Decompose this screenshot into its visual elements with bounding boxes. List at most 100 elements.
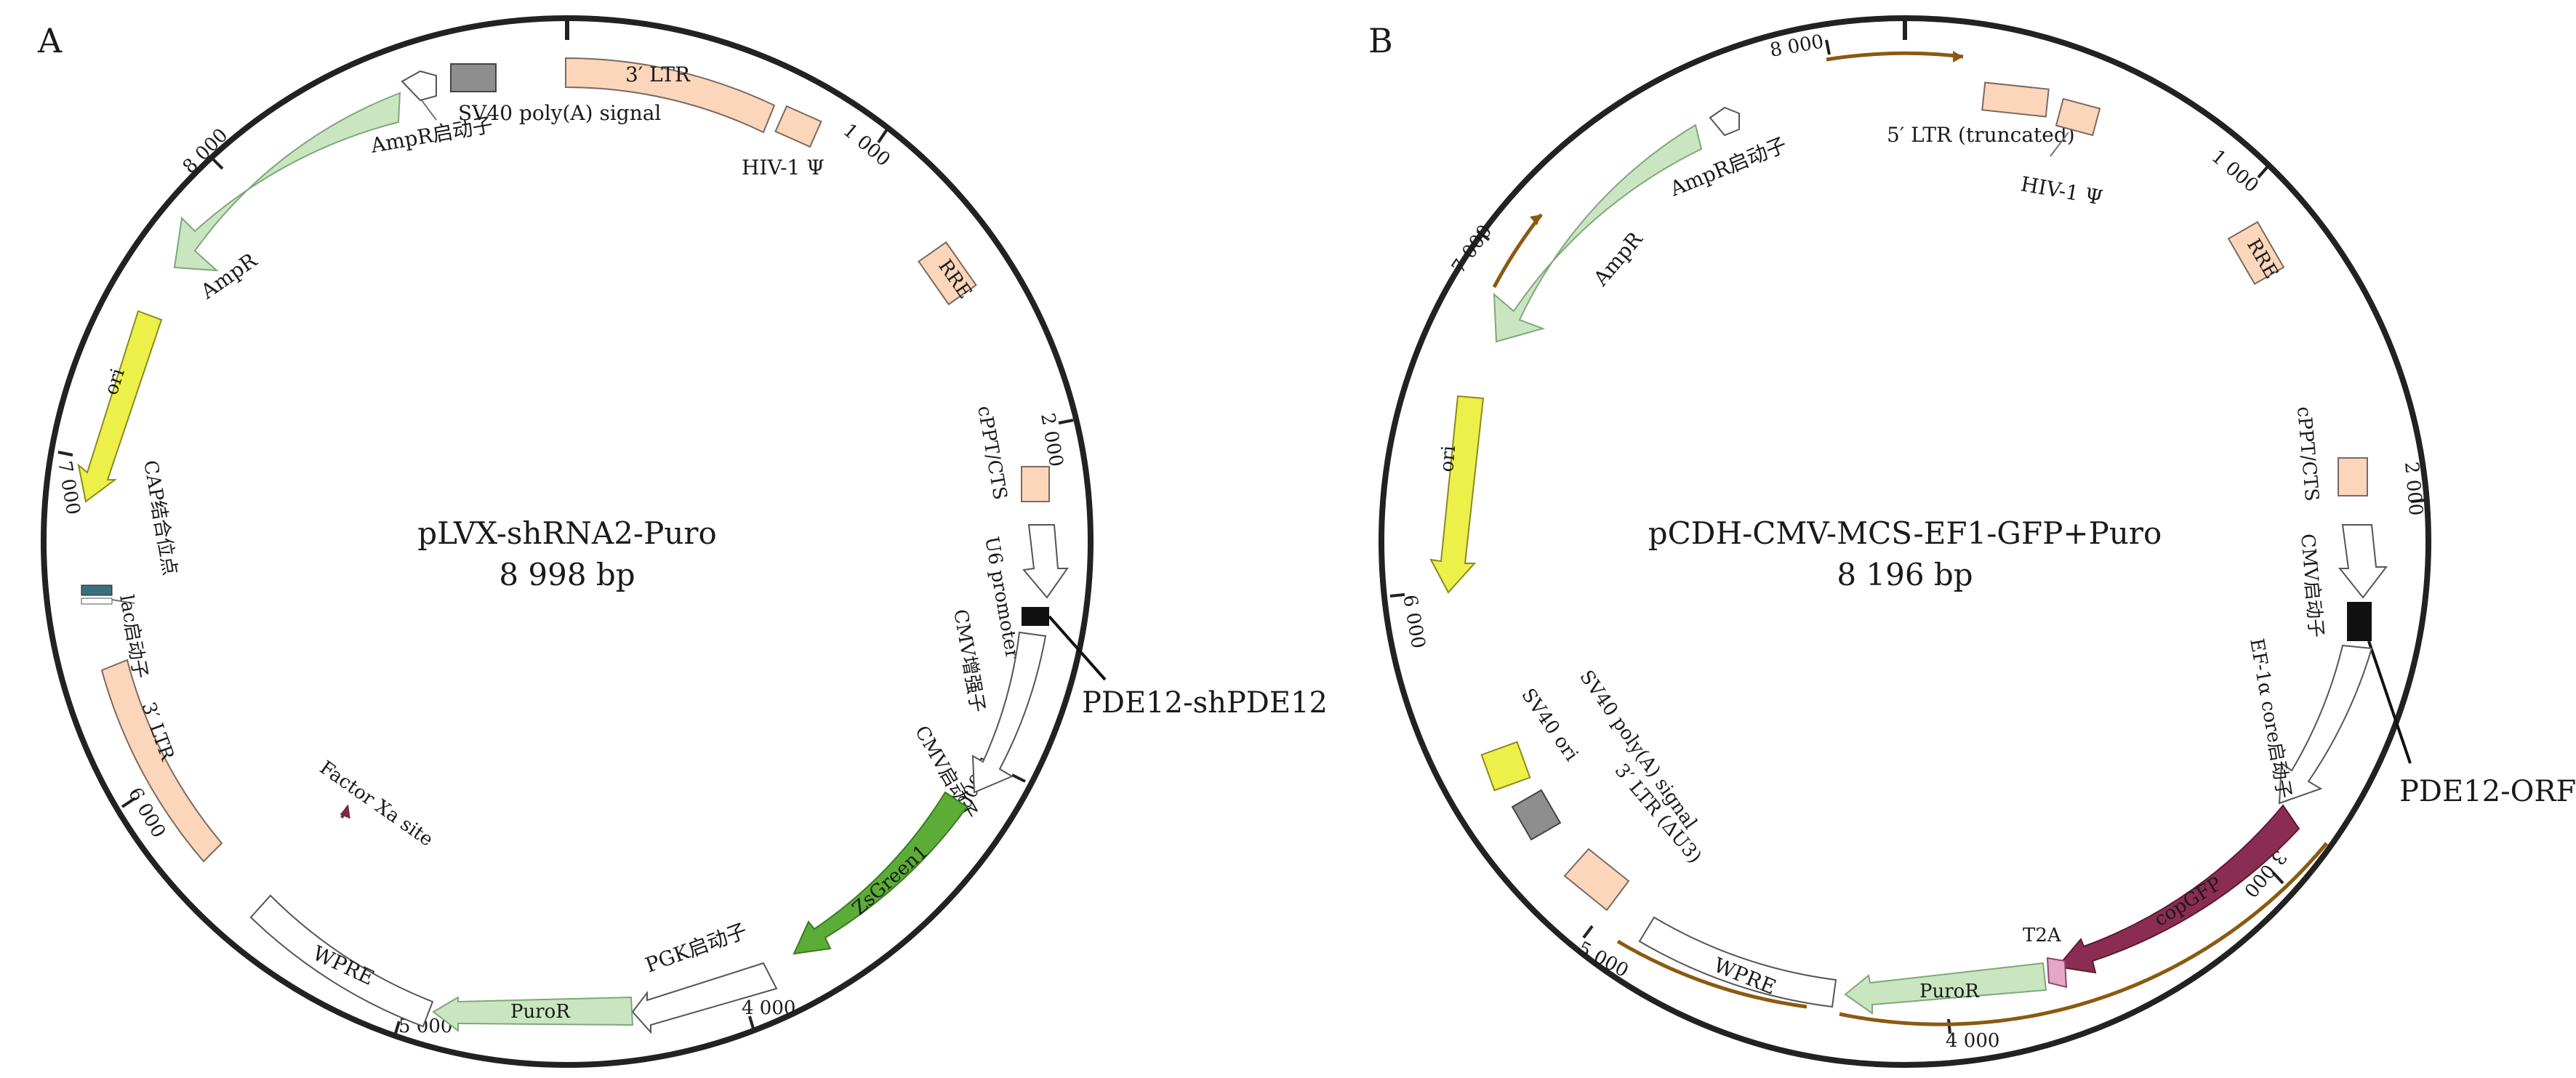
panel-a-3ltr-top-label: 3′ LTR xyxy=(625,63,691,87)
panel-a-factor-xa-label: Factor Xa site xyxy=(316,757,437,850)
panel-b-sv40-ori-label: SV40 ori xyxy=(1517,685,1582,765)
panel-b-seq-arc-top-head xyxy=(1953,51,1963,63)
panel-a-lac-feature xyxy=(81,598,113,605)
tick-mark xyxy=(121,797,137,808)
panel-a-ampr-label: AmpR xyxy=(196,248,262,304)
tick-mark xyxy=(1058,419,1074,425)
tick-mark xyxy=(1476,230,1490,241)
panel-b-sv40-ori-feature xyxy=(1480,741,1531,792)
panel-a-ampr-promoter-feature xyxy=(401,70,437,102)
panel-b-plasmid-size: 8 196 bp xyxy=(1837,557,1973,592)
panel-b-5ltr-label: 5′ LTR (truncated) xyxy=(1887,123,2075,147)
panel-b-cppt-feature xyxy=(2338,457,2368,496)
tick-mark xyxy=(211,157,224,170)
panel-b-ampr-feature xyxy=(1493,124,1703,343)
tick-mark xyxy=(1389,593,1405,598)
panel-b-ampr-promoter-feature xyxy=(1709,106,1740,137)
panel-a-cap-label: CAP结合位点 xyxy=(139,459,180,577)
panel-a-insert-leader xyxy=(1048,615,1107,681)
panel-a-insert-feature xyxy=(1022,607,1049,626)
panel-b-puror-label: PuroR xyxy=(1919,981,1980,1002)
panel-b-tick-4000: 4 000 xyxy=(1946,1030,1999,1052)
panel-b-sv40-polya-label: SV40 poly(A) signal xyxy=(1575,667,1701,834)
tick-mark xyxy=(877,128,888,144)
panel-b-5ltr-feature xyxy=(1981,81,2050,118)
leader-line xyxy=(2050,132,2069,157)
panel-b-seq-arc-bottom-left xyxy=(1616,939,1807,1009)
panel-a-sv40-polya-label: SV40 poly(A) signal xyxy=(458,101,661,125)
panel-b-ampr-label: AmpR xyxy=(1588,227,1648,291)
panel-b-rre-feature xyxy=(2227,220,2285,286)
panel-a-tick-4000: 4 000 xyxy=(742,997,795,1019)
panel-b-3ltr-feature xyxy=(1563,848,1630,912)
panel-b-t2a-label: T2A xyxy=(2023,925,2062,946)
panel-b-insert-leader xyxy=(2367,640,2412,764)
panel-b-ef1a-feature xyxy=(2278,644,2373,805)
leader-line xyxy=(111,599,135,604)
tick-mark xyxy=(2410,499,2426,503)
panel-b-insert-label: PDE12-ORF xyxy=(2399,775,2576,808)
panel-b-insert-feature xyxy=(2347,602,2372,641)
panel-a: A pLVX-shRNA2-Puro 8 998 bp 1 000 2 000 … xyxy=(37,15,1328,1068)
panel-b-plasmid-name: pCDH-CMV-MCS-EF1-GFP+Puro xyxy=(1648,515,2162,551)
panel-b-wpre-feature xyxy=(1638,916,1837,1008)
tick-mark xyxy=(748,1015,755,1031)
panel-a-cmv-enhancer-label: CMV增强子 xyxy=(949,608,988,714)
panel-a-cmv-feature xyxy=(971,631,1047,794)
panel-a-pgk-label: PGK启动子 xyxy=(642,919,750,978)
panel-b-tick-6000: 6 000 xyxy=(1398,593,1429,651)
panel-a-sv40-polya-feature xyxy=(450,63,497,92)
panel-b-puror-feature xyxy=(1844,962,2047,1015)
panel-b-ori-label: ori xyxy=(1436,445,1460,473)
panel-a-plasmid-name: pLVX-shRNA2-Puro xyxy=(417,515,717,551)
panel-a-3ltr-left-feature xyxy=(100,659,223,863)
panel-b-copgfp-label: copGFP xyxy=(2151,873,2226,931)
panel-a-insert-label: PDE12-shPDE12 xyxy=(1082,686,1328,720)
panel-b-t2a-feature xyxy=(2046,957,2068,989)
panel-a-tick-2000: 2 000 xyxy=(1036,411,1067,469)
panel-b-cmv-promoter-feature xyxy=(2338,524,2388,599)
panel-a-cppt-feature xyxy=(1021,466,1050,502)
tick-mark xyxy=(1825,39,1831,55)
panel-b-ori-feature xyxy=(1429,395,1485,594)
panel-b-cppt-label: cPPT/CTS xyxy=(2292,406,2322,502)
panel-a-3ltr-top-feature xyxy=(565,57,776,134)
panel-b-seq-arc-left-head xyxy=(1530,214,1541,225)
factor-xa-mark xyxy=(340,806,349,818)
panel-a-wpre-feature xyxy=(249,894,434,1028)
panel-b-cmv-label: CMV启动子 xyxy=(2296,533,2327,638)
panel-a-u6-label: U6 promoter xyxy=(980,535,1023,661)
tick-mark xyxy=(393,1021,401,1037)
panel-b-hiv-psi-feature xyxy=(2055,97,2101,137)
leader-line xyxy=(421,100,437,121)
panel-a-cap-feature xyxy=(81,584,113,596)
panel-a-tick-8000: 8 000 xyxy=(179,124,233,178)
tick-mark xyxy=(57,451,73,456)
panel-a-pgk-feature xyxy=(631,962,778,1034)
panel-a-letter: A xyxy=(37,21,63,60)
panel-b-seq-arc-top xyxy=(1826,51,1964,62)
panel-a-puror-feature xyxy=(432,996,634,1033)
panel-b: B pCDH-CMV-MCS-EF1-GFP+Puro 8 196 bp 1 0… xyxy=(1368,15,2576,1068)
panel-b-seq-arc-bottom xyxy=(1839,842,2328,1026)
panel-b-tick-7000: 7 000 xyxy=(1448,221,1496,278)
panel-a-hiv-psi-feature xyxy=(774,105,822,148)
panel-a-zsgreen-label: ZsGreen1 xyxy=(848,841,933,920)
panel-a-rre-feature xyxy=(918,241,977,306)
panel-b-letter: B xyxy=(1368,21,1393,60)
tick-mark xyxy=(2271,871,2284,885)
panel-a-u6-promoter-feature xyxy=(1022,524,1069,599)
panel-b-seq-arc-left xyxy=(1492,213,1543,289)
tick-mark xyxy=(1947,1018,1951,1034)
panel-a-puror-label: PuroR xyxy=(510,1001,571,1023)
panel-b-ef1a-label: EF-1α core启动子 xyxy=(2245,637,2295,800)
panel-b-hiv-psi-label: HIV-1 Ψ xyxy=(2019,172,2105,209)
tick-mark xyxy=(1582,925,1594,939)
panel-a-cppt-label: cPPT/CTS xyxy=(973,404,1011,502)
panel-b-tick-2000: 2 000 xyxy=(2400,461,2426,517)
panel-a-ori-feature xyxy=(77,310,163,503)
panel-a-ampr-feature xyxy=(173,92,401,272)
panel-b-sv40-polya-feature xyxy=(1511,789,1562,841)
panel-a-hiv-psi-label: HIV-1 Ψ xyxy=(742,156,824,180)
